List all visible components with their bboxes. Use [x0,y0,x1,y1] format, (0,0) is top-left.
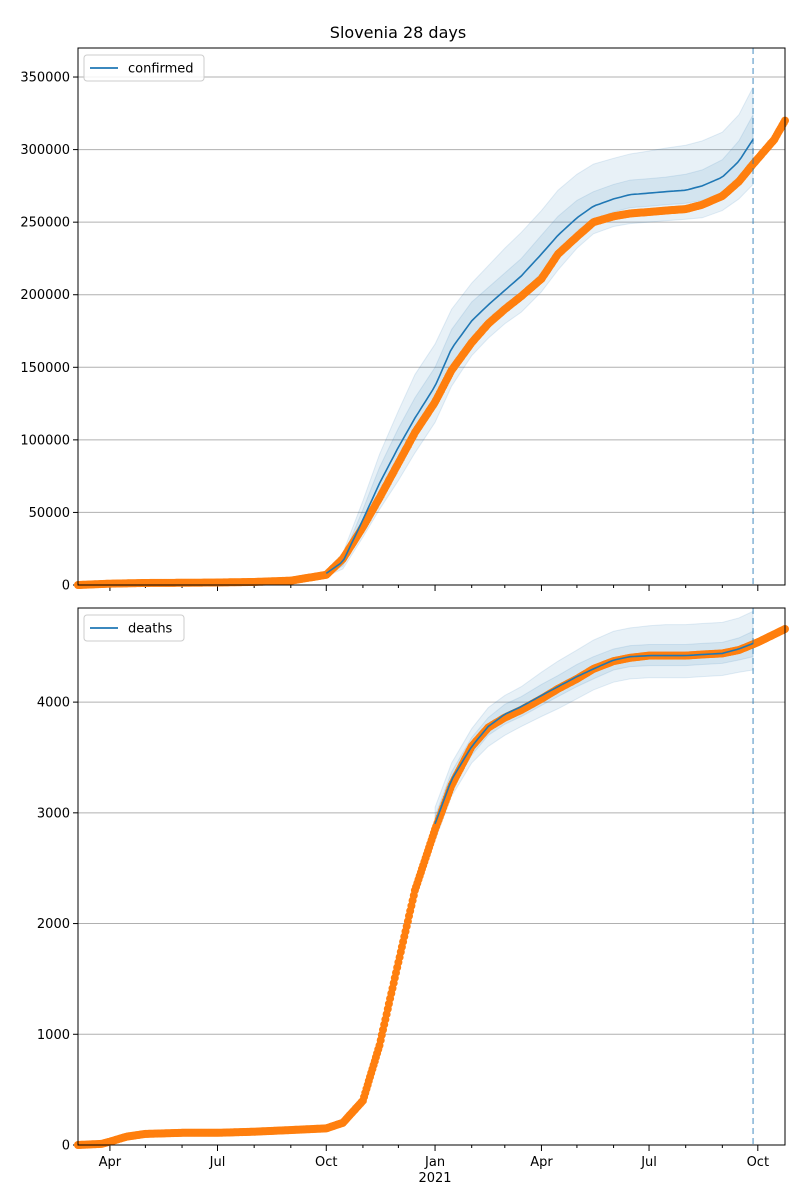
legend-box [83,614,185,642]
x-year-label: 2021 [418,1171,451,1186]
y-tick-label: 2000 [37,917,70,932]
model-line [434,642,754,825]
x-tick-label: Apr [530,1155,553,1170]
axes-frame [77,607,786,1146]
legend-label: deaths [128,622,173,637]
y-tick-label: 250000 [20,216,70,231]
y-tick-label: 3000 [37,806,70,821]
observed-series [74,625,789,1149]
uncertainty-band [325,114,754,576]
deaths-panel: 0 1000 2000 3000 4000 Apr Jul Oct Jan Apr Jul Oct 20… [37,607,789,1186]
x-tick-label: Jan [424,1155,445,1170]
axes-frame [77,47,786,586]
y-tick-label: 4000 [37,696,70,711]
y-tick-label: 0 [62,579,70,594]
uncertainty-band [325,86,754,578]
legend-box [83,54,205,82]
model-line [325,138,754,575]
legend: confirmed [83,54,205,82]
y-tick-label: 150000 [20,361,70,376]
y-tick-label: 350000 [20,71,70,86]
y-tick-label: 0 [62,1139,70,1154]
x-tick-label: Jul [640,1155,657,1170]
legend: deaths [83,614,185,642]
y-tick-label: 200000 [20,288,70,303]
y-tick-label: 300000 [20,143,70,158]
y-tick-label: 50000 [29,506,70,521]
y-tick-label: 1000 [37,1028,70,1043]
legend-label: confirmed [128,62,194,77]
confirmed-panel: 0 50000 100000 150000 200000 250000 300000 3500… [20,47,789,594]
x-tick-label: Jul [209,1155,226,1170]
y-tick-label: 100000 [20,433,70,448]
x-tick-label: Oct [315,1155,337,1170]
x-tick-label: Oct [747,1155,769,1170]
chart-title: Slovenia 28 days [330,23,466,42]
x-tick-label: Apr [99,1155,122,1170]
